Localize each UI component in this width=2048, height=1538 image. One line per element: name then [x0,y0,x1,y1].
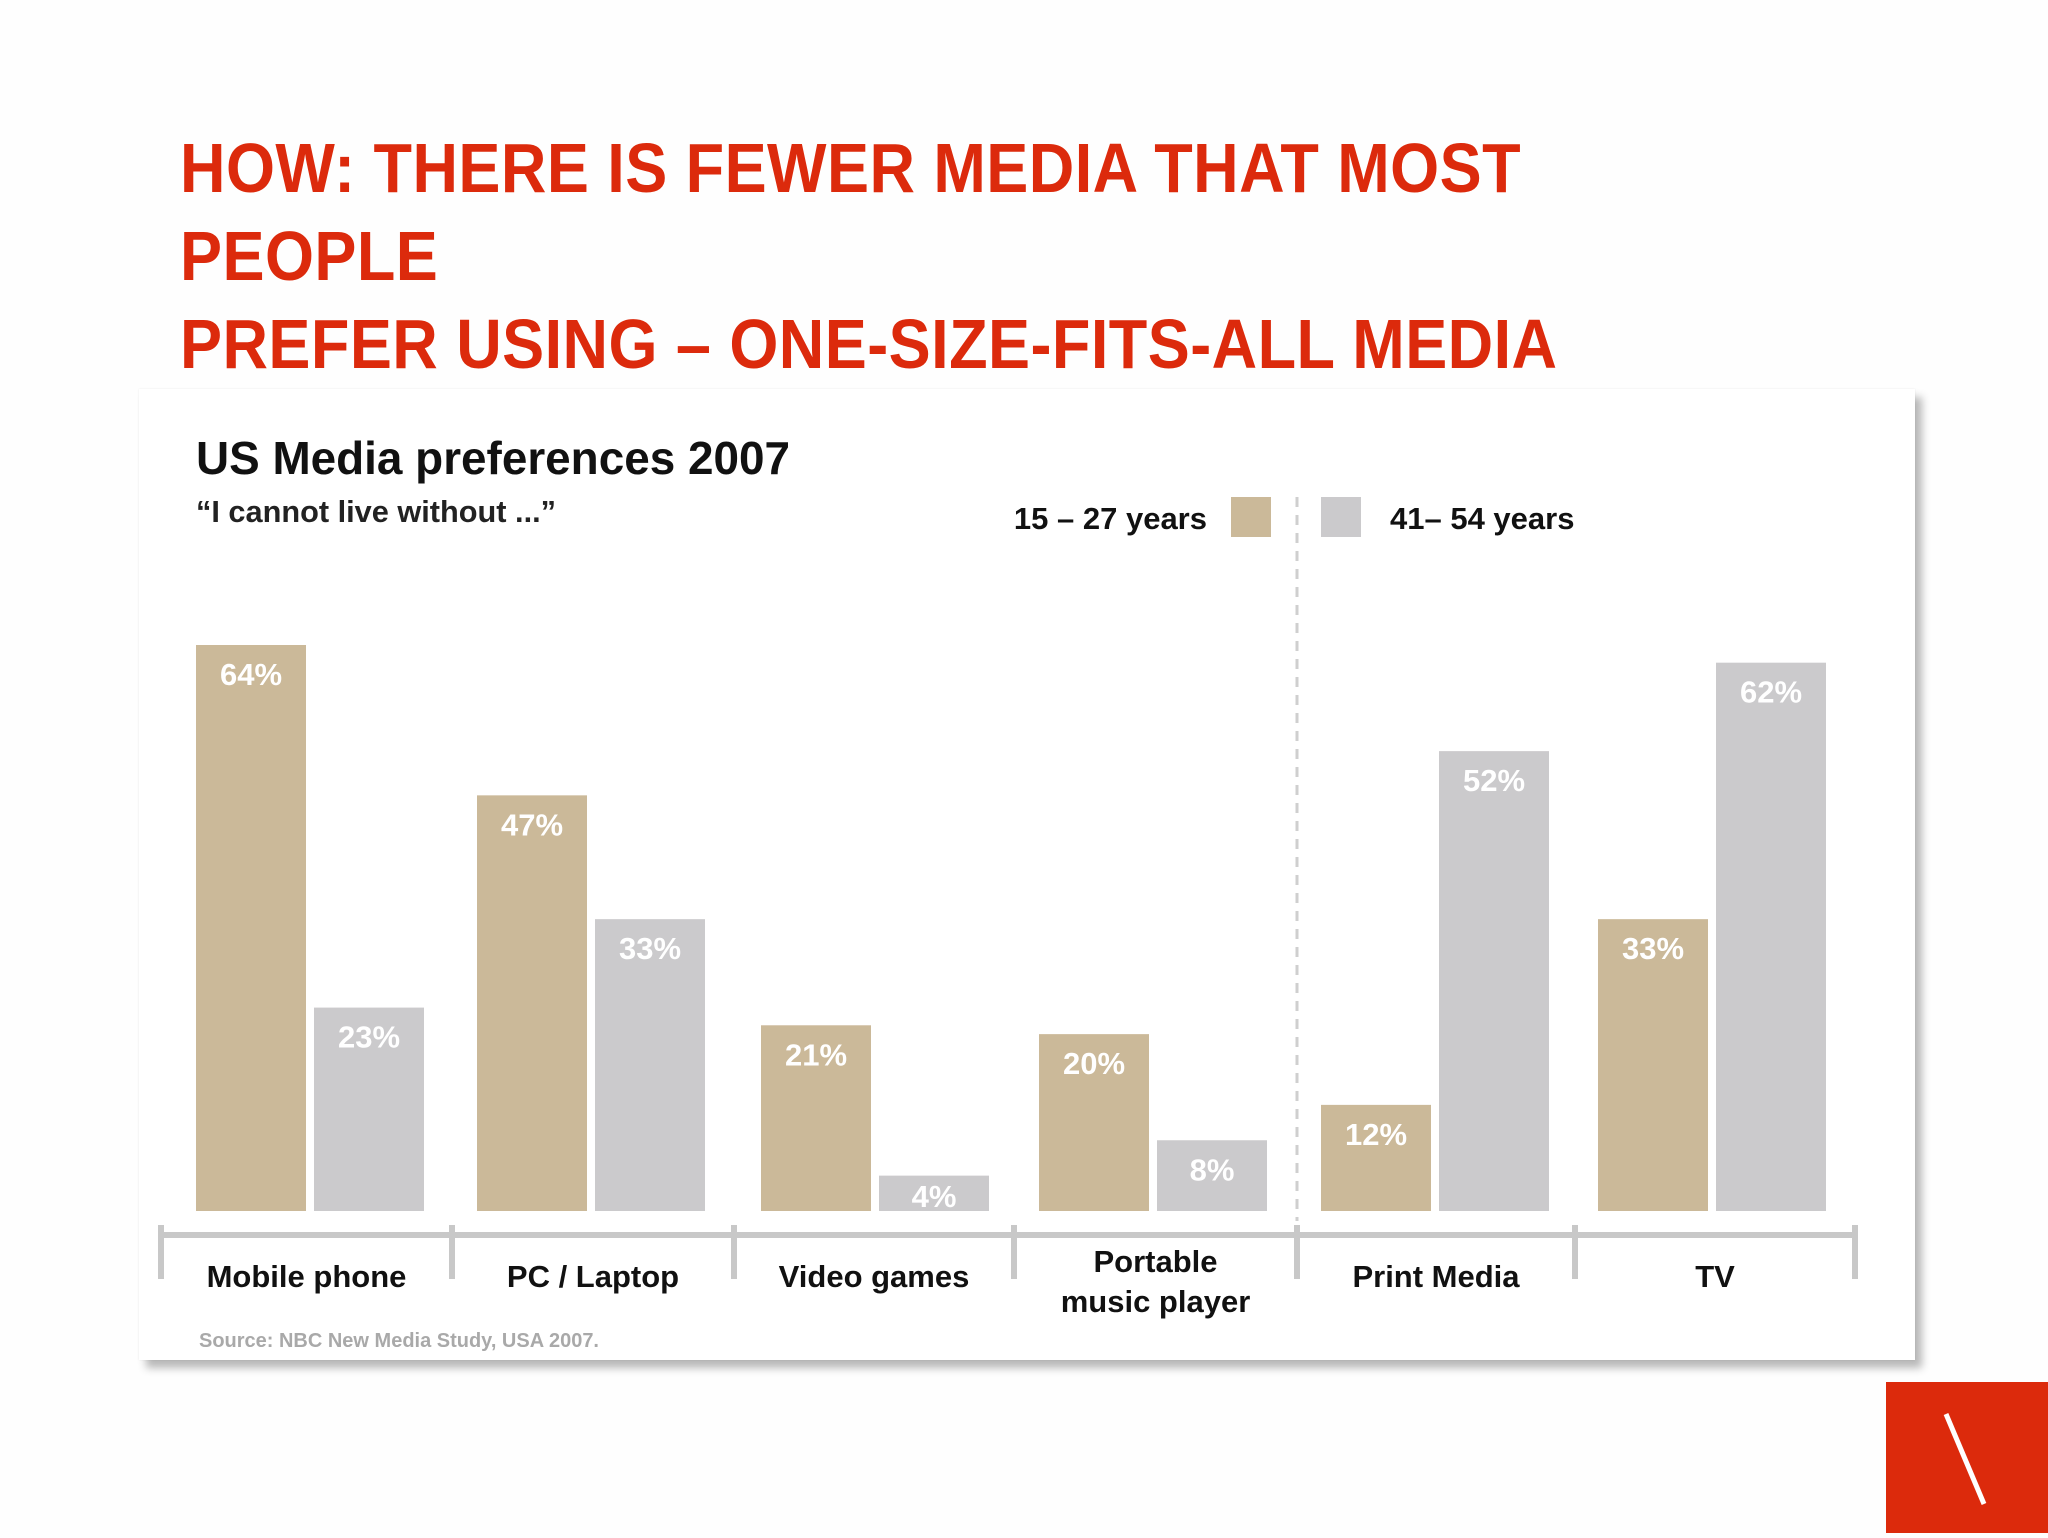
x-tick-label: Portable music player [1061,1244,1251,1319]
data-label: 4% [912,1179,957,1214]
data-label: 33% [619,931,681,966]
bar-young-2 [477,795,587,1211]
bar-young-1 [196,645,306,1211]
bar-chart: US Media preferences 2007 “I cannot live… [158,432,1858,1352]
bars-layer: 64% 23% 47% 33% 21% 4% 20% 8% 12% 52% 33% 62% [196,645,1826,1214]
data-label: 47% [501,807,563,842]
slide-title-line-1: HOW: THERE IS FEWER MEDIA THAT MOST PEOP… [180,129,1522,295]
data-label: 12% [1345,1117,1407,1152]
chart-source: Source: NBC New Media Study, USA 2007. [199,1330,599,1352]
bar-young-3 [761,1025,871,1211]
x-tick-label: Print Media [1352,1259,1520,1294]
x-tick-label: PC / Laptop [507,1259,679,1294]
legend-label-2: 41– 54 years [1390,501,1574,536]
data-label: 52% [1463,763,1525,798]
bar-old-5 [1439,751,1549,1211]
brand-logo [1886,1382,2048,1533]
legend-swatch-2 [1321,497,1361,537]
bar-old-6 [1716,662,1826,1211]
chart-subtitle: “I cannot live without ...” [196,494,556,529]
data-label: 64% [220,657,282,692]
bar-young-5 [1321,1104,1431,1211]
x-tick-label: TV [1695,1259,1735,1294]
bar-old-3 [879,1175,989,1211]
bar-old-2 [595,919,705,1211]
x-tick-label: Mobile phone [207,1259,407,1294]
chart-card: US Media preferences 2007 “I cannot live… [139,389,1915,1360]
data-label: 62% [1740,675,1802,710]
data-label: 8% [1190,1152,1235,1187]
bar-young-4 [1039,1034,1149,1211]
data-label: 23% [338,1020,400,1055]
x-tick-label: Video games [779,1259,970,1294]
bar-old-4 [1157,1140,1267,1211]
bar-young-6 [1598,919,1708,1211]
chart-title: US Media preferences 2007 [196,432,790,484]
data-label: 20% [1063,1046,1125,1081]
data-label: 33% [1622,931,1684,966]
bar-old-1 [314,1007,424,1211]
x-axis: Mobile phone PC / Laptop Video games Portab… [158,497,1858,1319]
legend-label-1: 15 – 27 years [1014,501,1207,536]
chart-legend: 15 – 27 years 41– 54 years [1014,497,1574,537]
legend-swatch-1 [1231,497,1271,537]
data-label: 21% [785,1037,847,1072]
backslash-icon [1943,1413,1987,1505]
